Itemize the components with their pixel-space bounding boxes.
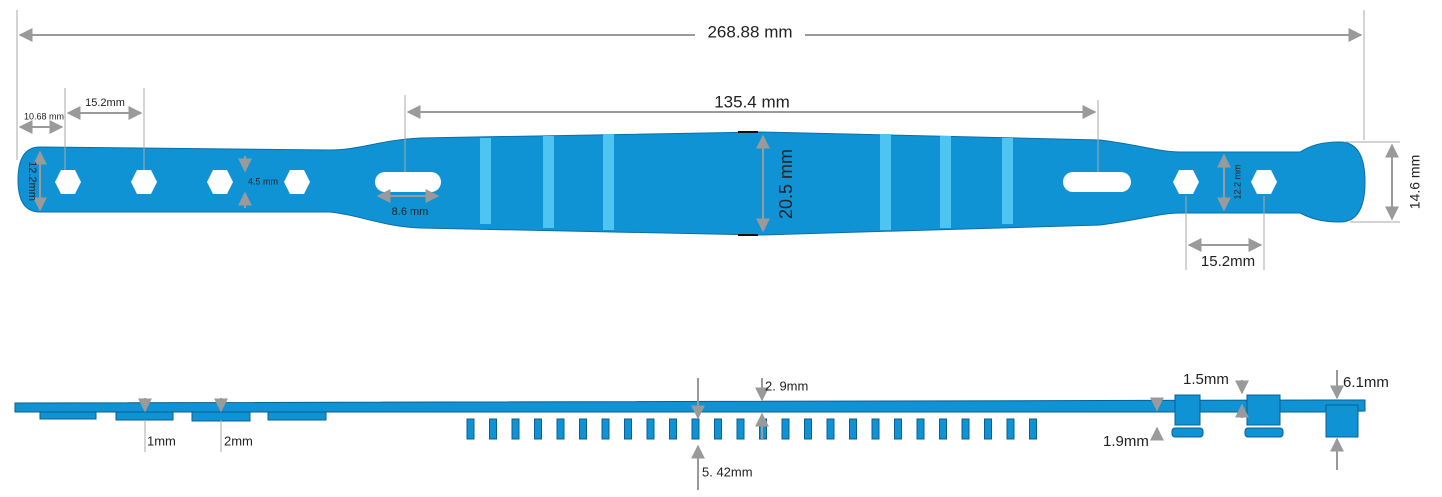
tooth — [511, 418, 520, 440]
tooth — [1006, 418, 1015, 440]
tooth — [601, 418, 610, 440]
dimension-label: 1mm — [147, 433, 176, 448]
tooth — [691, 418, 700, 440]
dimension-label: 135.4 mm — [714, 92, 790, 111]
dimension-label: 15.2mm — [85, 97, 125, 109]
dimension-label: 8.6 mm — [392, 206, 429, 218]
dimension-label: 12.2 mm — [1232, 164, 1242, 199]
top-view: 268.88 mm 135.4 mm 10.68 mm 15.2mm 12.2m… — [16, 10, 1423, 270]
tooth — [804, 418, 812, 440]
strap-body — [17, 131, 1366, 236]
side-view: 2. 9mm 5. 42mm 1mm 2mm 1.5mm 1.9mm 6.1mm — [14, 370, 1389, 490]
dimension-label: 2mm — [224, 433, 253, 448]
tooth — [984, 418, 992, 440]
dimension-label: 12.2mm — [26, 161, 38, 201]
tooth — [849, 418, 857, 440]
tooth — [871, 418, 880, 440]
dimension-label: 268.88 mm — [707, 22, 792, 41]
dimension-label: 15.2mm — [1201, 253, 1255, 270]
dimension-label: 1.9mm — [1103, 433, 1149, 450]
dimension-label: 6.1mm — [1343, 374, 1389, 391]
dimension-lines — [138, 370, 1344, 490]
tooth — [939, 418, 947, 440]
dimension-label: 1.5mm — [1183, 371, 1229, 388]
teeth — [466, 418, 1037, 440]
tooth — [669, 418, 677, 440]
tooth — [556, 418, 565, 440]
dimension-label: 20.5 mm — [776, 149, 796, 219]
tooth — [1029, 418, 1037, 440]
tooth — [646, 418, 655, 440]
stripes — [480, 134, 1013, 230]
dimension-label: 10.68 mm — [24, 111, 64, 121]
dimension-lines — [16, 10, 1400, 270]
tooth — [736, 418, 745, 440]
tooth — [624, 418, 632, 440]
tooth — [894, 418, 902, 440]
dimension-label: 4.5 mm — [248, 176, 278, 186]
tooth — [714, 418, 722, 440]
holes — [55, 170, 1277, 194]
dimension-label: 5. 42mm — [702, 464, 753, 479]
tooth — [534, 418, 542, 440]
dimension-label: 2. 9mm — [765, 378, 808, 393]
tooth — [826, 418, 835, 440]
tooth — [466, 418, 475, 440]
dimension-label: 14.6 mm — [1407, 155, 1423, 209]
tooth — [781, 418, 790, 440]
tooth — [961, 418, 970, 440]
marks — [738, 131, 758, 236]
tooth — [489, 418, 497, 440]
tooth — [579, 418, 587, 440]
tooth — [916, 418, 925, 440]
